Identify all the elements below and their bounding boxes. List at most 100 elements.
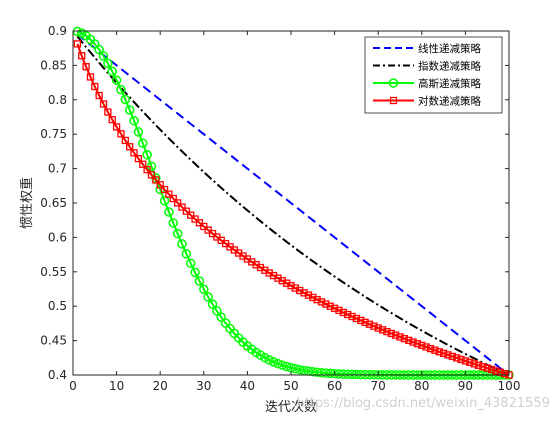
series-point xyxy=(78,52,86,60)
series-point xyxy=(165,190,173,198)
legend-marker xyxy=(389,96,398,105)
series-point xyxy=(348,312,356,321)
series-point xyxy=(111,75,122,85)
series-point xyxy=(330,304,339,312)
series-point xyxy=(164,207,174,217)
y-tick-label: 0.5 xyxy=(48,299,67,313)
series-point xyxy=(191,215,199,223)
series-point xyxy=(99,100,108,108)
series-point xyxy=(129,116,139,126)
series-point xyxy=(290,364,301,374)
y-tick-label: 0.7 xyxy=(48,162,67,176)
y-axis-label: 惯性权重 xyxy=(19,177,35,229)
series-point xyxy=(444,351,452,359)
series-point xyxy=(304,291,313,299)
series-point xyxy=(91,82,99,91)
series-point xyxy=(344,310,352,319)
series-point xyxy=(466,358,474,367)
series-point xyxy=(317,298,326,306)
series-line-2 xyxy=(76,35,510,376)
series-point xyxy=(405,336,413,344)
series-point xyxy=(396,333,404,341)
series-point xyxy=(73,40,82,48)
series-point xyxy=(322,300,330,308)
series-point xyxy=(126,143,134,151)
series-point xyxy=(134,154,143,163)
series-point xyxy=(173,199,182,207)
series-point xyxy=(365,320,374,328)
series-point xyxy=(479,363,487,371)
series-point xyxy=(199,284,209,294)
y-tick-label: 0.55 xyxy=(40,265,67,279)
series-point xyxy=(82,63,90,71)
series-point xyxy=(181,249,192,259)
series-point xyxy=(357,316,365,325)
series-point xyxy=(374,324,382,332)
series-point xyxy=(487,365,496,374)
series-point xyxy=(178,203,186,211)
x-tick-label: 10 xyxy=(109,379,124,393)
series-point xyxy=(147,171,156,179)
x-tick-label: 60 xyxy=(327,379,342,393)
series-point xyxy=(112,123,121,131)
series-point xyxy=(98,51,109,61)
series-point xyxy=(168,218,179,228)
series-point xyxy=(400,334,409,343)
series-point xyxy=(326,302,334,310)
y-tick-label: 0.75 xyxy=(40,127,67,141)
x-tick-label: 70 xyxy=(371,379,386,393)
series-point xyxy=(130,149,138,157)
series-point xyxy=(152,176,160,184)
series-point xyxy=(107,66,117,77)
y-tick-label: 0.8 xyxy=(48,93,67,107)
series-point xyxy=(387,329,395,338)
series-point xyxy=(435,348,443,356)
series-point xyxy=(470,360,478,368)
series-point xyxy=(321,368,331,378)
series-point xyxy=(190,267,200,278)
series-point xyxy=(391,331,400,339)
series-point xyxy=(203,292,213,302)
series-point xyxy=(474,361,483,369)
series-point xyxy=(296,286,304,295)
series-point xyxy=(352,314,361,323)
legend-marker xyxy=(388,78,399,88)
series-point xyxy=(492,367,500,375)
series-point xyxy=(142,150,152,160)
legend-label-3: 高斯递减策略 xyxy=(418,77,481,90)
series-point xyxy=(277,360,288,370)
series-point xyxy=(121,136,129,145)
y-tick-label: 0.4 xyxy=(48,368,67,382)
series-point xyxy=(156,181,164,189)
series-point xyxy=(448,352,456,361)
series-point xyxy=(422,343,430,351)
series-point xyxy=(308,367,318,377)
series-point xyxy=(120,94,131,105)
series-point xyxy=(133,127,144,137)
series-point xyxy=(299,365,309,376)
series-point xyxy=(264,355,274,365)
series-point xyxy=(169,194,177,203)
x-tick-label: 90 xyxy=(458,379,473,393)
series-point xyxy=(159,196,170,206)
series-point xyxy=(172,228,183,239)
series-point xyxy=(160,185,169,194)
x-tick-label: 50 xyxy=(283,379,298,393)
y-tick-label: 0.6 xyxy=(48,230,67,244)
series-point xyxy=(339,308,347,317)
series-point xyxy=(431,346,439,354)
tick-layer: 0 10 20 30 40 50 60 70 80 90 100 0.4 0.45 0.5 0.55 0.6 0… xyxy=(40,24,520,393)
series-point xyxy=(300,289,308,297)
x-tick-label: 0 xyxy=(69,379,77,393)
series-point xyxy=(453,354,461,362)
series-point xyxy=(335,306,343,315)
x-tick-label: 20 xyxy=(153,379,168,393)
series-point xyxy=(143,166,151,174)
series-point xyxy=(195,219,204,227)
series-point xyxy=(461,357,470,365)
series-point xyxy=(116,84,126,95)
series-point xyxy=(383,327,391,336)
series-point xyxy=(124,105,135,115)
